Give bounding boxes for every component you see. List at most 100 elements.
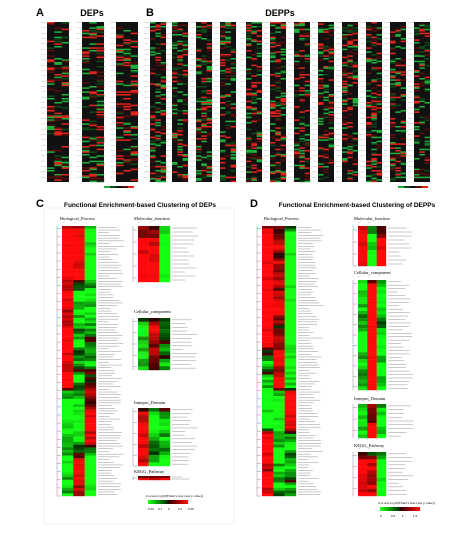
d-cc-label: Cellular_component — [354, 270, 391, 275]
column-header-mark: ··· — [148, 220, 153, 225]
panel-c-colorbar — [156, 500, 159, 504]
column-header-mark: ··· — [367, 220, 372, 225]
column-header-mark: ··· — [148, 312, 153, 317]
panel-c-frame — [43, 207, 235, 525]
column-header-mark: ··· — [284, 220, 289, 225]
panel-c-colorbar-tick: 0.25 — [148, 507, 154, 511]
panel-b-colorbar — [398, 186, 404, 188]
column-header-mark: ··· — [137, 312, 142, 317]
panel-c-colorbar — [172, 500, 175, 504]
panel-c-colorbar-tick: 0.1 — [158, 507, 163, 511]
d-mf-label: Molecular_function — [354, 216, 390, 221]
panel-d-colorbar — [408, 507, 411, 511]
column-header-mark: ··· — [61, 220, 66, 225]
column-header-mark: ··· — [376, 274, 381, 279]
d-ipr-label: Interpro_Domain — [354, 396, 386, 401]
column-header-mark: ··· — [159, 402, 164, 407]
column-header-mark: ··· — [376, 446, 381, 451]
panel-c-colorbar — [186, 500, 189, 504]
panel-d-colorbar — [410, 507, 413, 511]
panel-c-colorbar — [148, 500, 151, 504]
column-header-mark: ··· — [357, 446, 362, 451]
panel-c-colorbar — [158, 500, 161, 504]
column-header-mark: ··· — [137, 220, 142, 225]
column-header-mark: ··· — [367, 446, 372, 451]
panel-a-title: DEPs — [80, 8, 104, 18]
column-header-mark: ··· — [357, 274, 362, 279]
panel-d-colorbar — [406, 507, 409, 511]
c-mf-label: Molecular_function — [134, 216, 170, 221]
column-header-mark: ··· — [137, 470, 142, 475]
panel-b-colorbar — [410, 186, 416, 188]
column-header-mark: ··· — [357, 398, 362, 403]
panel-a-letter: A — [36, 7, 44, 19]
panel-b-title: DEPPs — [265, 8, 295, 18]
panel-d-colorbar — [402, 507, 405, 511]
panel-d-colorbar — [404, 507, 407, 511]
panel-d-colorbar — [412, 507, 415, 511]
panel-c-colorbar — [174, 500, 177, 504]
panel-c-colorbar — [166, 500, 169, 504]
panel-d-colorbar-tick: 1.5 — [413, 514, 418, 518]
panel-d-colorbar-tick: 0 — [380, 514, 382, 518]
panel-d-colorbar — [394, 507, 397, 511]
panel-d-colorbar — [392, 507, 395, 511]
panel-c-colorbar — [182, 500, 185, 504]
column-header-mark: ··· — [159, 312, 164, 317]
panel-d-colorbar — [414, 507, 417, 511]
panel-a-colorbar — [104, 186, 110, 188]
panel-d-colorbar — [398, 507, 401, 511]
panel-b-colorbar — [422, 186, 428, 188]
d-colorbar-label: Z-score(-log10(Fisher's exact test p val… — [378, 501, 435, 505]
c-ipr-label: Interpro_Domain — [134, 400, 166, 405]
panel-c-colorbar — [164, 500, 167, 504]
c-cc-label: Cellular_component — [134, 309, 171, 314]
panel-c-colorbar — [162, 500, 165, 504]
d-kegg-label: KEGG_Pathway — [354, 443, 385, 448]
panel-b-colorbar — [404, 186, 410, 188]
panel-b-colorbar — [416, 186, 422, 188]
column-header-mark: ··· — [376, 220, 381, 225]
panel-c-colorbar — [184, 500, 187, 504]
panel-c-colorbar — [160, 500, 163, 504]
panel-d-colorbar — [416, 507, 419, 511]
panel-a-colorbar — [122, 186, 128, 188]
column-header-mark: ··· — [159, 220, 164, 225]
column-header-mark: ··· — [367, 398, 372, 403]
panel-b-letter: B — [146, 7, 154, 19]
panel-c-colorbar — [150, 500, 153, 504]
panel-d-colorbar — [388, 507, 391, 511]
panel-c-colorbar — [180, 500, 183, 504]
column-header-mark: ··· — [261, 220, 266, 225]
panel-d-colorbar — [380, 507, 383, 511]
panel-d-colorbar — [384, 507, 387, 511]
column-header-mark: ··· — [376, 398, 381, 403]
panel-d-letter: D — [250, 198, 258, 210]
panel-a-colorbar — [116, 186, 122, 188]
panel-d-colorbar — [382, 507, 385, 511]
column-header-mark: ··· — [137, 402, 142, 407]
column-header-mark: ··· — [148, 402, 153, 407]
panel-d-colorbar-tick: 0.5 — [391, 514, 396, 518]
d-bp-label: Biological_Process — [264, 216, 299, 221]
c-kegg-label: KEGG_Pathway — [134, 469, 165, 474]
panel-c-colorbar — [176, 500, 179, 504]
column-header-mark: ··· — [73, 220, 78, 225]
panel-c-colorbar — [170, 500, 173, 504]
column-header-mark: ··· — [367, 274, 372, 279]
panel-c-colorbar-tick: 0 — [168, 507, 170, 511]
column-header-mark: ··· — [148, 470, 153, 475]
panel-c-colorbar-tick: 0.1 — [178, 507, 183, 511]
panel-c-colorbar — [152, 500, 155, 504]
panel-c-colorbar — [178, 500, 181, 504]
column-header-mark: ··· — [357, 220, 362, 225]
panel-c-colorbar — [168, 500, 171, 504]
panel-c-colorbar-tick: 0.25 — [188, 507, 194, 511]
panel-d-colorbar — [418, 507, 421, 511]
panel-c-colorbar — [154, 500, 157, 504]
panel-d-colorbar — [390, 507, 393, 511]
panel-c-title: Functional Enrichment-based Clustering o… — [63, 202, 217, 209]
panel-c-letter: C — [36, 198, 44, 210]
panel-d-colorbar — [396, 507, 399, 511]
